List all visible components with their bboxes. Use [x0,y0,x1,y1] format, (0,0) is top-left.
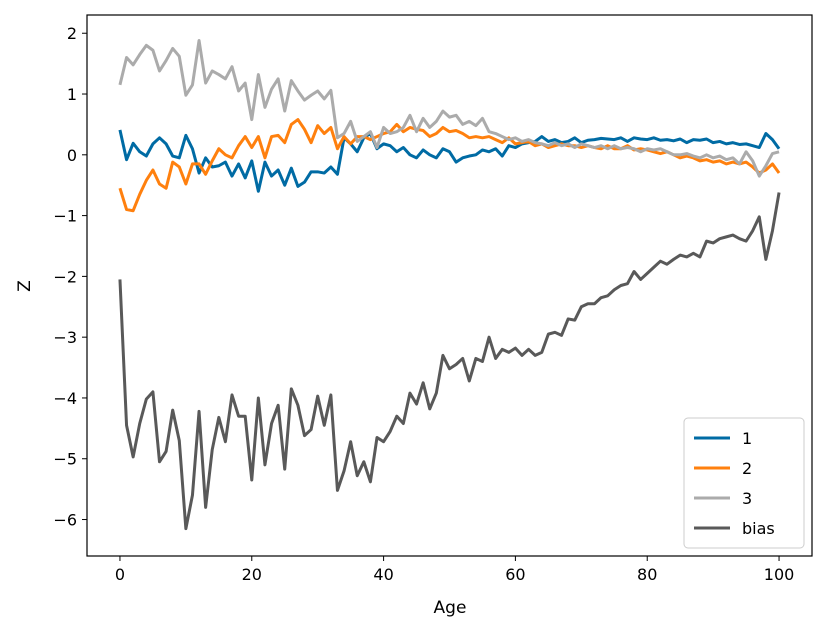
x-axis-label: Age [434,598,467,618]
x-axis-ticks: 0 20 40 60 80 100 [115,556,794,584]
y-axis-label: Z [15,280,35,292]
legend-box [683,417,805,549]
x-tick-label: 80 [637,565,657,584]
y-tick-label: −1 [53,207,77,226]
plot-frame [86,14,813,557]
y-tick-label: −4 [53,389,77,408]
x-tick-label: 0 [115,565,125,584]
x-tick-label: 20 [242,565,262,584]
legend-label: bias [742,519,775,538]
x-tick-label: 60 [505,565,525,584]
y-axis-ticks: −6 −5 −4 −3 −2 −1 0 1 2 [53,24,87,530]
series-line-bias [118,192,781,531]
x-tick-label: 40 [373,565,393,584]
legend-label: 1 [742,429,752,448]
legend-label: 3 [742,489,752,508]
legend: 1 2 3 bias [683,417,805,549]
x-tick-label: 100 [764,565,795,584]
y-tick-label: −3 [53,328,77,347]
y-tick-label: 1 [67,85,77,104]
y-tick-label: −6 [53,511,77,530]
series-line-1 [118,129,781,193]
legend-label: 2 [742,459,752,478]
y-tick-label: 0 [67,146,77,165]
y-tick-label: −2 [53,267,77,286]
y-tick-label: 2 [67,24,77,43]
series-lines [118,39,781,531]
series-line-3 [118,39,780,178]
y-tick-label: −5 [53,450,77,469]
